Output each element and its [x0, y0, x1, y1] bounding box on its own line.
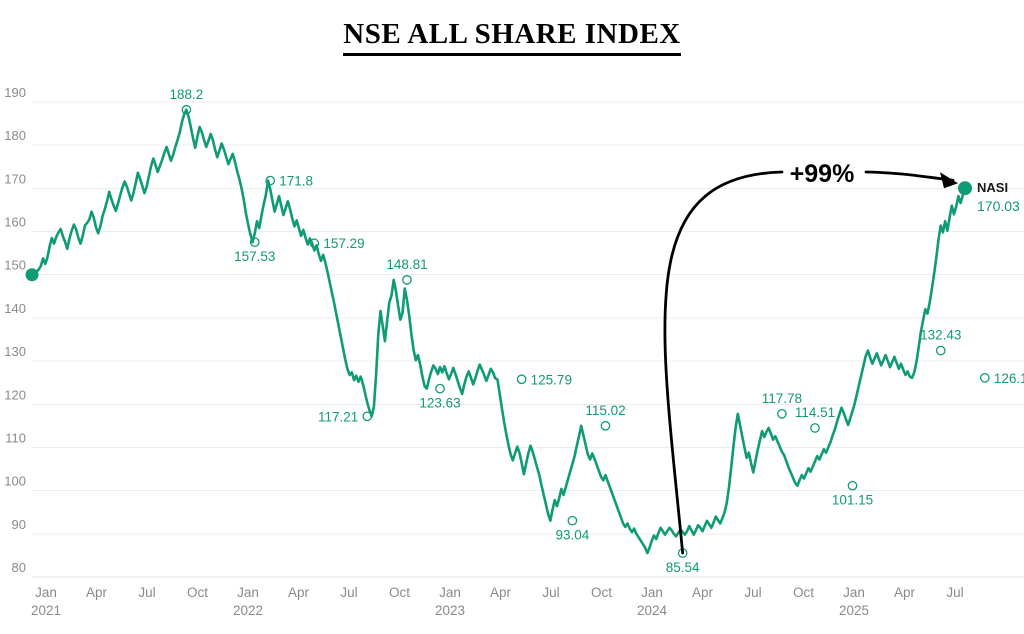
point-value-label: 117.21 [318, 409, 358, 424]
x-tick-label-month: Apr [86, 585, 108, 600]
x-tick-label-month: Jan [439, 585, 461, 600]
point-marker [600, 420, 611, 431]
point-marker [516, 374, 527, 385]
y-tick-label: 130 [4, 344, 26, 359]
point-marker [980, 372, 990, 383]
gridlines-group [32, 101, 1024, 578]
point-value-label: 93.04 [555, 528, 589, 543]
x-tick-label-month: Jul [340, 585, 357, 600]
x-tick-label-year: 2023 [435, 603, 465, 618]
y-tick-label: 160 [4, 215, 26, 230]
point-value-label: 148.81 [386, 257, 427, 272]
point-marker [777, 409, 787, 419]
point-marker [402, 275, 412, 285]
point-marker [567, 515, 578, 526]
chart-title-text: NSE ALL SHARE INDEX [343, 18, 681, 56]
annotation-arrowhead [940, 172, 958, 189]
point-value-label: 171.8 [279, 174, 313, 189]
x-tick-label-month: Jan [35, 585, 57, 600]
y-axis-tick-labels: 80 90 100 110 120 130 140 150 160 170 180 190 [4, 85, 26, 575]
series-endpoint-label-group: NASI 170.03 [977, 180, 1020, 214]
annotation-arrow-curve-left [663, 170, 784, 555]
y-tick-label: 140 [4, 301, 26, 316]
x-tick-label-month: Apr [288, 585, 310, 600]
series-name-label: NASI [977, 180, 1008, 195]
y-tick-label: 170 [4, 171, 26, 186]
point-value-label: 157.29 [323, 236, 364, 251]
point-value-label: 125.79 [531, 372, 572, 387]
x-tick-label-month: Oct [389, 585, 410, 600]
x-tick-label-month: Jan [237, 585, 259, 600]
x-tick-label-month: Jan [641, 585, 663, 600]
point-value-label: 188.2 [169, 87, 203, 102]
point-markers-group [25, 104, 990, 558]
y-tick-label: 180 [4, 128, 26, 143]
y-tick-label: 150 [4, 258, 26, 273]
series-end-dot [958, 181, 972, 196]
chart-title: NSE ALL SHARE INDEX [0, 18, 1024, 56]
point-marker [309, 238, 320, 249]
point-marker [181, 104, 192, 115]
x-tick-label-year: 2022 [233, 603, 263, 618]
point-marker [847, 480, 858, 491]
point-marker [810, 423, 820, 433]
x-tick-label-month: Apr [894, 585, 916, 600]
y-tick-label: 100 [4, 474, 26, 489]
x-tick-label-month: Apr [692, 585, 714, 600]
point-value-label: 85.54 [666, 560, 700, 575]
y-tick-label: 80 [12, 560, 26, 575]
x-tick-label-month: Oct [187, 585, 208, 600]
y-tick-label: 190 [4, 85, 26, 100]
x-tick-label-month: Oct [591, 585, 612, 600]
x-tick-label-month: Apr [490, 585, 512, 600]
x-tick-label-month: Jan [843, 585, 865, 600]
point-value-label: 115.02 [585, 403, 625, 418]
point-marker [362, 411, 373, 422]
x-tick-label-year: 2025 [839, 603, 869, 618]
x-tick-label-year: 2021 [31, 603, 61, 618]
x-tick-label-month: Jul [138, 585, 155, 600]
point-value-label: 132.43 [920, 328, 961, 343]
point-marker [435, 383, 445, 394]
annotation-text-percent-change: +99% [790, 160, 855, 188]
point-marker [265, 175, 276, 186]
y-tick-label: 90 [12, 517, 26, 532]
point-value-label: 123.63 [419, 396, 460, 411]
x-tick-label-year: 2024 [637, 603, 668, 618]
point-value-label: 101.15 [832, 493, 873, 508]
point-value-label: 126.13 [994, 371, 1024, 386]
point-labels-group: 188.2 171.8 157.53 157.29 148.81 117.21 123.63… [169, 87, 1024, 575]
x-tick-label-month: Jul [744, 585, 761, 600]
y-tick-label: 120 [4, 387, 26, 402]
point-marker [249, 237, 260, 248]
annotation-group: +99% [663, 160, 958, 555]
x-tick-label-month: Jul [946, 585, 963, 600]
series-last-value-label: 170.03 [977, 198, 1020, 214]
series-start-dot [25, 268, 39, 282]
y-tick-label: 110 [5, 430, 26, 445]
point-value-label: 114.51 [795, 405, 835, 420]
annotation-arrow-curve-right [864, 170, 955, 182]
point-value-label: 117.78 [762, 391, 802, 406]
point-marker [935, 345, 946, 356]
x-axis-tick-labels: Jan 2021 Apr Jul Oct Jan 2022 Apr Jul Oct Jan 2023 A… [31, 585, 964, 618]
x-tick-label-month: Oct [793, 585, 814, 600]
x-tick-label-month: Jul [542, 585, 559, 600]
point-value-label: 157.53 [234, 249, 275, 264]
